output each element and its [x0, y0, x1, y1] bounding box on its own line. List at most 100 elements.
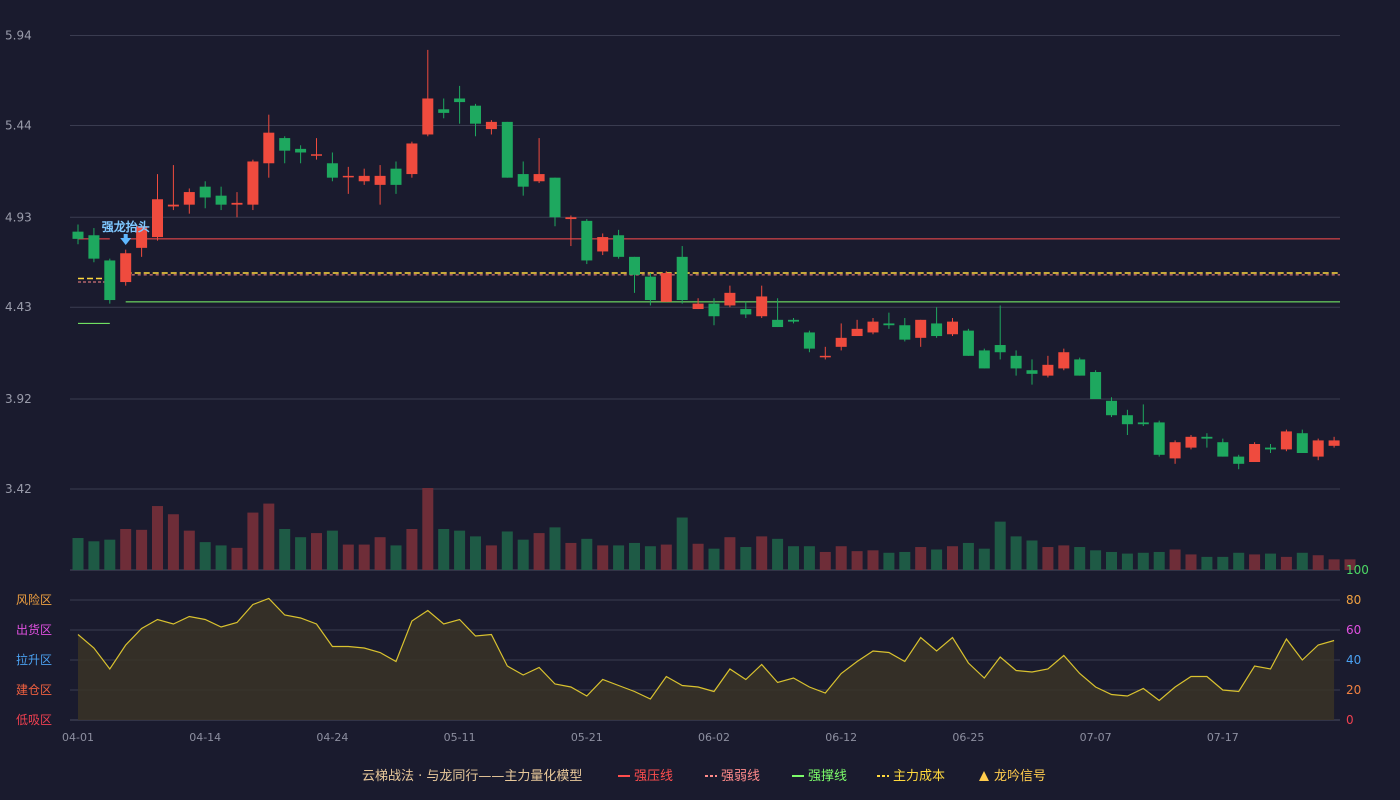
candle-body — [72, 231, 84, 239]
volume-bar — [597, 545, 609, 570]
candle-body — [374, 175, 386, 185]
volume-bar — [470, 536, 481, 570]
candle-body — [565, 217, 577, 220]
volume-bar — [263, 503, 275, 570]
price-tick-label: 3.42 — [5, 482, 32, 496]
candle-body — [454, 98, 466, 103]
volume-bar — [1296, 552, 1308, 570]
volume-bar — [406, 529, 418, 570]
volume-bar — [581, 538, 593, 570]
volume-bar — [517, 539, 529, 570]
volume-bar — [295, 537, 307, 570]
volume-bar — [1280, 556, 1292, 570]
candle-body — [295, 148, 307, 153]
volume-bar — [565, 542, 577, 570]
indicator-tick-label: 60 — [1346, 623, 1361, 637]
date-tick-label: 05-21 — [571, 731, 603, 744]
candle-body — [152, 199, 163, 238]
annotation-label: 强龙抬头 — [102, 219, 150, 234]
down-arrow-icon — [120, 234, 132, 245]
volume-bar — [692, 543, 704, 570]
indicator-line — [77, 597, 1335, 702]
indicator-tick-label: 0 — [1346, 713, 1354, 727]
volume-bar — [740, 547, 752, 570]
volume-bar — [1058, 545, 1070, 570]
candle-body — [851, 328, 863, 337]
volume-bar — [994, 521, 1006, 570]
volume-bar — [136, 529, 148, 570]
candle-body — [1169, 442, 1181, 459]
volume-bar — [899, 551, 911, 570]
candle-body — [501, 121, 513, 178]
indicator-tick-label: 80 — [1346, 593, 1361, 607]
volume-bar — [1137, 552, 1149, 570]
volume-bar — [88, 541, 100, 570]
date-tick-label: 04-14 — [189, 731, 221, 744]
volume-bar — [724, 537, 736, 570]
volume-bar — [438, 529, 450, 570]
candle-body — [406, 143, 418, 175]
candle-body — [1296, 433, 1308, 454]
volume-bar — [358, 544, 370, 570]
candle-body — [899, 325, 911, 340]
candle-body — [962, 330, 974, 356]
volume-bar — [326, 530, 338, 570]
candle-body — [1233, 456, 1245, 464]
legend-item-label: 强弱线 — [721, 769, 760, 784]
volume-bar — [1026, 540, 1038, 570]
date-tick-label: 06-12 — [825, 731, 857, 744]
candle-body — [1153, 422, 1165, 455]
candle-body — [597, 237, 609, 252]
legend-item-label: 主力成本 — [893, 769, 945, 784]
candle-body — [167, 204, 179, 207]
candle-body — [1328, 440, 1340, 446]
price-tick-label: 3.92 — [5, 392, 32, 406]
volume-bar — [867, 550, 879, 570]
candle-body — [883, 323, 895, 326]
candle-body — [1201, 436, 1213, 439]
zone-label: 风险区 — [16, 592, 52, 607]
indicator-tick-label: 40 — [1346, 653, 1361, 667]
candle-body — [1249, 444, 1261, 463]
volume-bar — [835, 546, 847, 570]
volume-bar — [915, 547, 927, 570]
candle-body — [1106, 400, 1117, 416]
candle-body — [931, 323, 943, 337]
volume-bar — [1074, 547, 1086, 570]
volume-bar — [342, 544, 354, 570]
candle-body — [1090, 372, 1102, 400]
candle-body — [231, 202, 243, 205]
zone-label: 拉升区 — [16, 652, 52, 667]
volume-bars — [72, 488, 1356, 570]
date-tick-label: 06-02 — [698, 731, 730, 744]
legend-triangle-icon — [979, 771, 989, 781]
volume-bar — [1217, 556, 1229, 570]
volume-bar — [629, 542, 640, 570]
candle-body — [788, 319, 799, 322]
candle-body — [1265, 447, 1276, 450]
candle-body — [819, 355, 831, 358]
candle-body — [740, 309, 752, 315]
indicator-tick-label: 20 — [1346, 683, 1361, 697]
candle-body — [549, 177, 561, 218]
volume-bar — [485, 545, 497, 570]
volume-bar — [247, 512, 259, 570]
candle-body — [613, 235, 625, 257]
volume-bar — [120, 529, 132, 570]
candle-body — [358, 175, 370, 182]
candle-body — [199, 186, 211, 198]
volume-bar — [152, 506, 163, 570]
candle-body — [247, 161, 259, 205]
volume-bar — [644, 546, 656, 570]
volume-bar — [1312, 555, 1324, 570]
volume-bar — [1169, 549, 1181, 570]
price-tick-label: 5.94 — [5, 29, 32, 43]
price-axis: 3.42 3.92 4.43 4.93 5.44 5.94 — [5, 29, 32, 497]
volume-bar — [1153, 551, 1165, 570]
volume-bar — [1233, 552, 1245, 570]
volume-bar — [788, 546, 799, 570]
candle-body — [1074, 359, 1086, 376]
candle-body — [326, 163, 338, 178]
volume-bar — [1201, 556, 1213, 570]
